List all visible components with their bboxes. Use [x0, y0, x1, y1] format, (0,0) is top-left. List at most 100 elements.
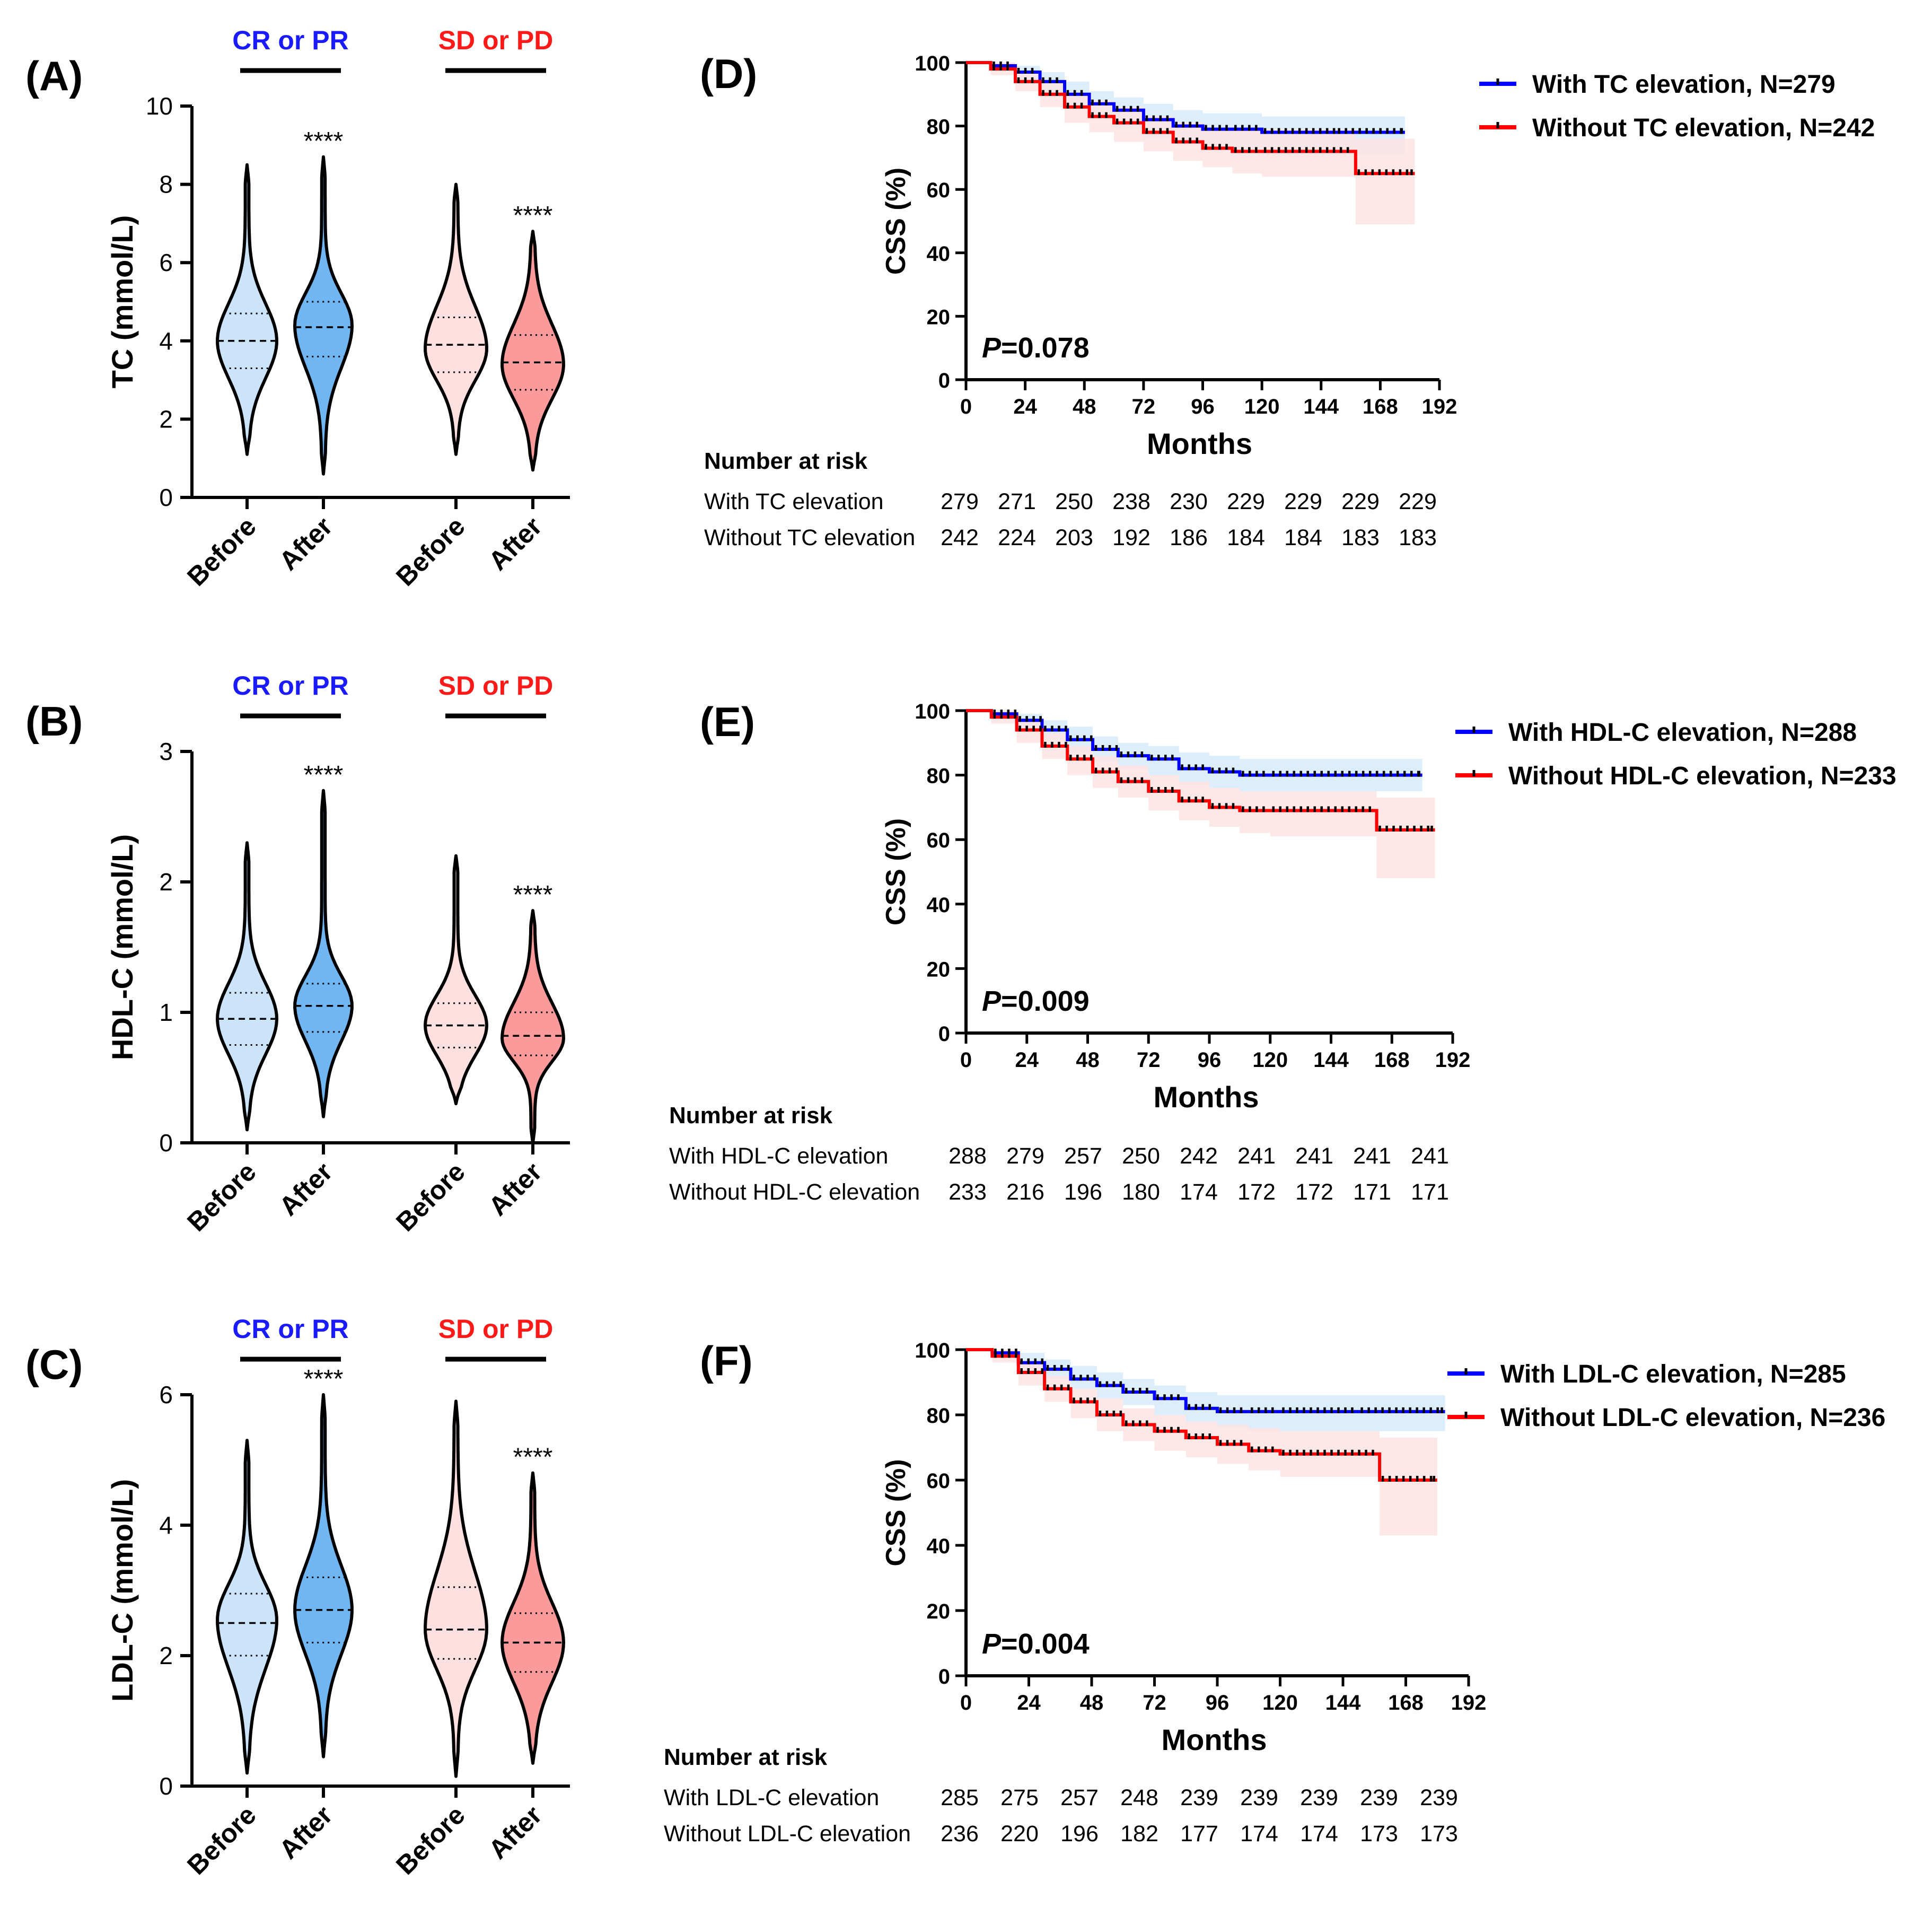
y-tick-label: 60	[927, 829, 951, 852]
risk-cell: 275	[1000, 1785, 1039, 1810]
violin-before: Before	[181, 1439, 278, 1880]
p-number: =0.009	[1001, 985, 1090, 1017]
risk-cell: 241	[1411, 1143, 1449, 1169]
y-tick-label: 2	[159, 1642, 173, 1669]
x-tick-label: 192	[1422, 395, 1457, 418]
group-label: CR or PR	[232, 1314, 348, 1344]
significance-label: ****	[304, 127, 344, 155]
y-tick-label: 0	[938, 369, 950, 392]
violin-body	[216, 163, 278, 456]
risk-cell: 216	[1006, 1179, 1044, 1205]
violin-after: After ****	[483, 202, 565, 576]
risk-table-title: Number at risk	[664, 1744, 828, 1770]
x-tick-label: 96	[1206, 1691, 1230, 1714]
y-tick-label: 2	[159, 405, 173, 433]
risk-cell: 241	[1295, 1143, 1333, 1169]
x-tick-label: 96	[1191, 395, 1215, 418]
violin-body	[500, 909, 565, 1144]
risk-cell: 186	[1170, 525, 1208, 550]
risk-cell: 196	[1060, 1821, 1099, 1847]
risk-cell: 196	[1064, 1179, 1102, 1205]
x-tick-label: 192	[1451, 1691, 1487, 1714]
risk-table-title: Number at risk	[669, 1103, 833, 1129]
x-tick-label: 24	[1017, 1691, 1041, 1714]
x-tick-label: 72	[1132, 395, 1156, 418]
x-tick-label: After	[274, 1157, 338, 1221]
x-tick-label: 72	[1137, 1048, 1161, 1072]
risk-cell: 241	[1353, 1143, 1391, 1169]
risk-cell: 229	[1284, 489, 1322, 514]
x-tick-label: 0	[960, 1048, 972, 1072]
risk-cell: 239	[1360, 1785, 1398, 1810]
risk-cell: 229	[1341, 489, 1380, 514]
y-tick-label: 0	[159, 1129, 173, 1157]
x-tick-label: Before	[181, 1800, 262, 1880]
p-symbol: P	[982, 985, 1002, 1017]
violin-body	[424, 854, 488, 1106]
group-label: SD or PD	[438, 671, 554, 701]
censor-marks	[993, 64, 1413, 176]
p-number: =0.004	[1001, 1628, 1090, 1660]
risk-cell: 250	[1055, 489, 1093, 514]
risk-cell: 174	[1300, 1821, 1338, 1847]
survival-curve	[966, 61, 1415, 176]
violin-body	[216, 1439, 278, 1775]
y-tick-label: 4	[159, 1511, 173, 1539]
risk-cell: 271	[998, 489, 1036, 514]
x-tick-label: 48	[1076, 1048, 1100, 1072]
x-tick-label: 72	[1143, 1691, 1166, 1714]
risk-cell: 224	[998, 525, 1036, 550]
y-tick-label: 2	[159, 868, 173, 896]
risk-cell: 279	[1006, 1143, 1044, 1169]
x-tick-label: After	[483, 1800, 548, 1865]
risk-cell: 171	[1353, 1179, 1391, 1205]
x-axis-label: Months	[1153, 1080, 1259, 1114]
x-tick-label: 168	[1374, 1048, 1410, 1072]
x-tick-label: 120	[1244, 395, 1280, 418]
x-tick-label: 120	[1252, 1048, 1288, 1072]
violin-body	[293, 1393, 354, 1759]
x-tick-label: 48	[1073, 395, 1096, 418]
risk-cell: 239	[1420, 1785, 1458, 1810]
x-tick-label: 120	[1262, 1691, 1298, 1714]
panel-label: (B)	[25, 698, 83, 745]
y-tick-label: 10	[146, 92, 173, 120]
risk-cell: 242	[941, 525, 979, 550]
y-axis-label: LDL-C (mmol/L)	[106, 1479, 139, 1702]
y-axis-label: TC (mmol/L)	[106, 215, 139, 389]
risk-cell: 285	[941, 1785, 979, 1810]
y-tick-label: 0	[159, 1772, 173, 1800]
x-axis-label: Months	[1161, 1723, 1267, 1756]
risk-row-label: With TC elevation	[704, 489, 884, 514]
violin-before: Before	[390, 854, 488, 1237]
x-tick-label: Before	[390, 1800, 471, 1880]
y-tick-label: 0	[938, 1665, 950, 1689]
y-tick-label: 6	[159, 1381, 173, 1409]
x-tick-label: 144	[1313, 1048, 1349, 1072]
y-tick-label: 0	[159, 484, 173, 511]
km-panel-f: (F) 0 20 40 60 80 100 0 24 48 72 96 120 144 168 192 Mont…	[664, 1337, 1885, 1847]
risk-cell: 239	[1180, 1785, 1218, 1810]
km-panel-d: (D) 0 20 40 60 80 100 0 24 48 72 96 120 144 168 192 Mont…	[700, 50, 1875, 550]
x-tick-label: Before	[181, 511, 262, 592]
confidence-band	[966, 1350, 1437, 1536]
risk-cell: 279	[941, 489, 979, 514]
risk-cell: 203	[1055, 525, 1093, 550]
panel-label: (A)	[25, 53, 83, 99]
y-tick-label: 40	[927, 894, 951, 917]
y-tick-label: 6	[159, 249, 173, 276]
x-tick-label: After	[483, 511, 548, 576]
p-symbol: P	[982, 1628, 1002, 1660]
risk-cell: 177	[1180, 1821, 1218, 1847]
violin-body	[293, 155, 354, 476]
p-symbol: P	[982, 332, 1002, 364]
risk-cell: 239	[1300, 1785, 1338, 1810]
violin-after: After ****	[274, 761, 354, 1221]
violin-body	[424, 1399, 488, 1778]
legend-label: With HDL-C elevation, N=288	[1508, 719, 1857, 747]
risk-cell: 236	[941, 1821, 979, 1847]
y-tick-label: 20	[927, 305, 951, 329]
risk-row-label: Without HDL-C elevation	[669, 1179, 920, 1205]
risk-table-title: Number at risk	[704, 448, 868, 474]
panel-label: (C)	[25, 1341, 83, 1388]
